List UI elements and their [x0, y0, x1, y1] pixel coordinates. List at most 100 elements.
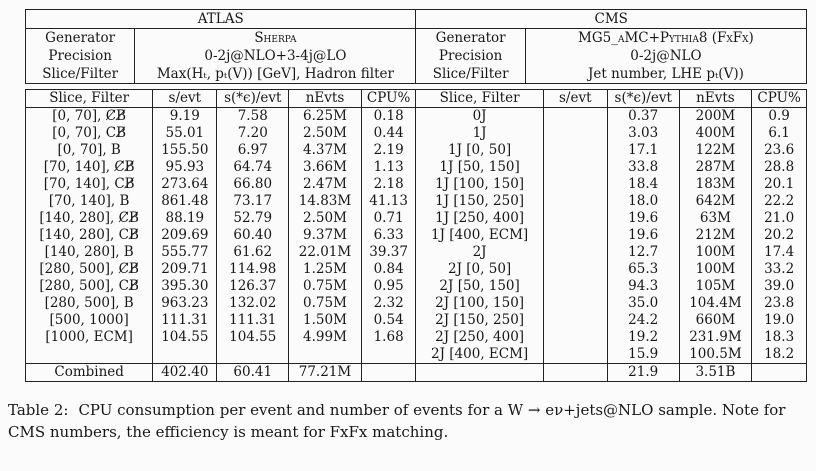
table-cell: 0.84: [360, 261, 417, 278]
table-cell: 555.77: [152, 244, 218, 261]
table-cell: 66.80: [216, 176, 290, 193]
table-cell: 209.69: [152, 227, 218, 244]
table-cell: 3.66M: [288, 159, 362, 176]
table-cell: 18.2: [751, 346, 807, 364]
atlas-title: ATLAS: [25, 9, 417, 29]
cms-slice-label: Slice/Filter: [415, 65, 526, 84]
table-cell: 1.68: [360, 329, 417, 346]
table-cell: [542, 278, 608, 295]
table-cell: [542, 312, 608, 329]
table-cell: 0.95: [360, 278, 417, 295]
table-cell: [751, 363, 807, 382]
table-cell: 3.51B: [678, 363, 753, 382]
column-header-s-eps-evt-atlas: s(*ϵ)/evt: [216, 89, 290, 108]
table-cell: 19.0: [751, 312, 807, 329]
table-cell: 6.1: [751, 125, 807, 142]
column-header-cpu-cms: CPU%: [751, 89, 807, 108]
table-cell: 114.98: [216, 261, 290, 278]
table-cell: 22.01M: [288, 244, 362, 261]
table-cell: 88.19: [152, 210, 218, 227]
table-cell: [415, 363, 544, 382]
atlas-generator-label: Generator: [25, 28, 136, 47]
table-cell: 0.54: [360, 312, 417, 329]
caption-text: CPU consumption per event and number of …: [8, 401, 786, 441]
table-row: [70, 140], C̸B̸ 95.93 64.74 3.66M 1.13 1J [50…: [24, 159, 807, 176]
table-cell: 17.1: [606, 142, 680, 159]
atlas-slice-value: Max(Hₜ, pₜ(V)) [GeV], Hadron filter: [134, 65, 417, 84]
table-cell: [1000, ECM]: [24, 329, 154, 346]
table-row: [500, 1000] 111.31 111.31 1.50M 0.54 2J [150,…: [24, 312, 807, 329]
table-cell: 9.19: [152, 107, 218, 125]
table-cell: 0.18: [360, 107, 417, 125]
table-cell: 33.8: [606, 159, 680, 176]
table-cell: 63M: [678, 210, 753, 227]
table-cell: 21.0: [751, 210, 807, 227]
table-cell: 6.25M: [288, 107, 362, 125]
table-cell: 35.0: [606, 295, 680, 312]
table-row: [140, 280], C̸B̸ 88.19 52.79 2.50M 0.71 1J [2…: [24, 210, 807, 227]
table-cell: 402.40: [152, 363, 218, 382]
column-header-nevts-cms: nEvts: [678, 89, 753, 108]
table-cell: 19.2: [606, 329, 680, 346]
table-row: [280, 500], CB̸ 395.30 126.37 0.75M 0.95 2J […: [24, 278, 807, 295]
table-cell: [360, 346, 417, 364]
table-cell: 18.0: [606, 193, 680, 210]
table-cell: 100.5M: [678, 346, 753, 364]
table-row: 2J [400, ECM] 15.9 100.5M 18.2: [24, 346, 807, 364]
atlas-generator-value: Sherpa: [134, 28, 417, 47]
table-cell: 33.2: [751, 261, 807, 278]
table-cell: 7.20: [216, 125, 290, 142]
table-cell: [542, 176, 608, 193]
table-cell: 2J [150, 250]: [415, 312, 544, 329]
table-cell: 1.25M: [288, 261, 362, 278]
table-row: [280, 500], C̸B̸ 209.71 114.98 1.25M 0.84 2J …: [24, 261, 807, 278]
table-cell: [500, 1000]: [24, 312, 154, 329]
table-cell: 122M: [678, 142, 753, 159]
column-header-cpu-atlas: CPU%: [360, 89, 417, 108]
table-cell: 1.50M: [288, 312, 362, 329]
column-header-row: Slice, Filter s/evt s(*ϵ)/evt nEvts CPU%…: [24, 89, 807, 108]
table-cell: 64.74: [216, 159, 290, 176]
table-cell: 1J [50, 150]: [415, 159, 544, 176]
table-cell: [24, 346, 154, 364]
table-cell: 39.0: [751, 278, 807, 295]
table-cell: 60.41: [216, 363, 290, 382]
table-cell: 212M: [678, 227, 753, 244]
table-cell: 2J [400, ECM]: [415, 346, 544, 364]
caption-label: Table 2:: [8, 401, 69, 419]
table-cell: [280, 500], B: [24, 295, 154, 312]
table-cell: [542, 295, 608, 312]
table-cell: 60.40: [216, 227, 290, 244]
table-cell: 65.3: [606, 261, 680, 278]
cms-slice-value: Jet number, LHE pₜ(V)): [587, 66, 744, 82]
table-cell: [542, 261, 608, 278]
table-row: [0, 70], C̸B̸ 9.19 7.58 6.25M 0.18 0J 0.37 200M…: [24, 107, 807, 125]
table-cell: [542, 193, 608, 210]
table-cell: 2J [50, 150]: [415, 278, 544, 295]
table-cell: 126.37: [216, 278, 290, 295]
table-cell: 395.30: [152, 278, 218, 295]
table-cell: [0, 70], C̸B̸: [24, 107, 154, 125]
table-cell: 104.55: [152, 329, 218, 346]
table-cell: 15.9: [606, 346, 680, 364]
table-cell: [216, 346, 290, 364]
table-cell: 55.01: [152, 125, 218, 142]
table-cell: 77.21M: [288, 363, 362, 382]
column-header-nevts-atlas: nEvts: [288, 89, 362, 108]
table-cell: 100M: [678, 244, 753, 261]
table-cell: 861.48: [152, 193, 218, 210]
table-row: [0, 70], B 155.50 6.97 4.37M 2.19 1J [0, 50] 1…: [24, 142, 807, 159]
table-cell: 660M: [678, 312, 753, 329]
table-cell: [542, 107, 608, 125]
table-cell: 1J [250, 400]: [415, 210, 544, 227]
table-cell: 4.37M: [288, 142, 362, 159]
table-cell: 3.03: [606, 125, 680, 142]
table-cell: [542, 346, 608, 364]
table-cell: 95.93: [152, 159, 218, 176]
table-cell: 2.32: [360, 295, 417, 312]
table-cell: 155.50: [152, 142, 218, 159]
table-cell: 41.13: [360, 193, 417, 210]
table-cell: 18.4: [606, 176, 680, 193]
table-cell: 104.55: [216, 329, 290, 346]
table-cell: 104.4M: [678, 295, 753, 312]
